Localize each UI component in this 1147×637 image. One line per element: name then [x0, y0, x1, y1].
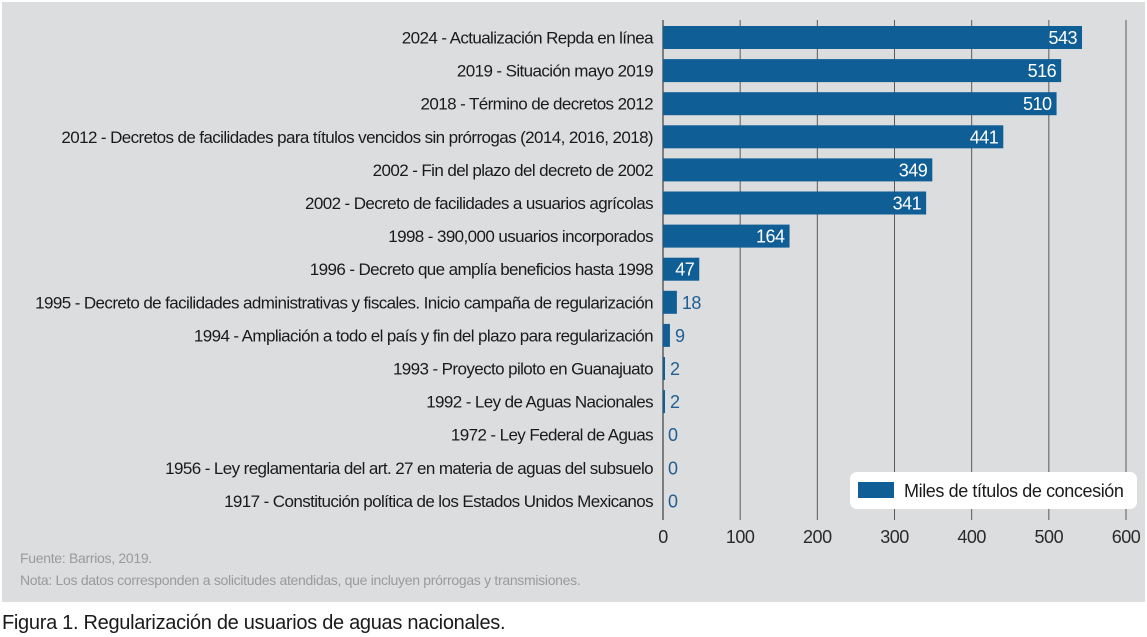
x-tick-label: 100: [726, 527, 755, 547]
category-label: 2018 - Término de decretos 2012: [421, 95, 654, 114]
bars: 543 516 510 441 349 341 164 47 18 9 2 2 0 0 0: [663, 26, 1083, 511]
bar: [663, 191, 927, 215]
category-label: 2012 - Decretos de facilidades para títu…: [61, 128, 653, 147]
bar: [663, 357, 665, 380]
bar-value-label: 0: [668, 458, 678, 478]
category-label: 1993 - Proyecto piloto en Guanajuato: [393, 360, 653, 379]
x-axis-ticks: 0 100 200 300 400 500 600: [658, 527, 1141, 547]
bar-value-label: 2: [670, 392, 680, 412]
x-tick-label: 200: [803, 527, 832, 547]
category-label: 1995 - Decreto de facilidades administra…: [35, 293, 653, 312]
x-tick-label: 300: [880, 527, 909, 547]
bar: [663, 26, 1083, 49]
category-label: 1996 - Decreto que amplía beneficios has…: [310, 260, 653, 279]
bar-value-label: 164: [756, 227, 785, 247]
bar: [663, 290, 677, 314]
bar-value-label: 47: [675, 260, 695, 280]
x-tick-label: 0: [658, 527, 668, 547]
bar-value-label: 0: [668, 491, 678, 511]
legend: Miles de títulos de concesión: [850, 472, 1137, 509]
bar: [663, 257, 700, 281]
bar-value-label: 9: [675, 326, 685, 346]
legend-box: [850, 472, 1137, 509]
bar-value-label: 516: [1028, 61, 1057, 81]
category-label: 2002 - Decreto de facilidades a usuarios…: [305, 194, 653, 213]
data-note: Nota: Los datos corresponden a solicitud…: [20, 572, 581, 588]
category-label: 1972 - Ley Federal de Aguas: [451, 426, 653, 445]
bar-value-label: 349: [899, 160, 928, 180]
bar: [663, 390, 665, 414]
category-label: 2019 - Situación mayo 2019: [457, 62, 653, 81]
bar-value-label: 510: [1023, 94, 1052, 114]
category-label: 1992 - Ley de Aguas Nacionales: [426, 393, 653, 412]
bar: [663, 125, 1004, 149]
category-label: 1998 - 390,000 usuarios incorporados: [388, 227, 653, 246]
bar-value-label: 441: [970, 127, 999, 147]
x-tick-label: 500: [1035, 527, 1064, 547]
category-label: 1917 - Constitución política de los Esta…: [224, 492, 653, 511]
legend-label: Miles de títulos de concesión: [904, 481, 1124, 501]
x-tick-label: 600: [1112, 527, 1141, 547]
source-note: Fuente: Barrios, 2019.: [20, 550, 152, 566]
x-tick-label: 400: [957, 527, 986, 547]
bar-value-label: 2: [670, 359, 680, 379]
category-label: 2002 - Fin del plazo del decreto de 2002: [373, 161, 653, 180]
bar: [663, 158, 933, 182]
bar: [663, 92, 1057, 116]
category-label: 1994 - Ampliación a todo el país y fin d…: [194, 326, 653, 345]
category-label: 2024 - Actualización Repda en línea: [402, 29, 654, 48]
figure-caption: Figura 1. Regularización de usuarios de …: [2, 612, 506, 634]
bar-value-label: 0: [668, 425, 678, 445]
bar: [663, 323, 670, 347]
bar-value-label: 18: [682, 293, 702, 313]
category-label: 1956 - Ley reglamentaria del art. 27 en …: [165, 459, 653, 478]
bar: [663, 224, 790, 248]
bar-value-label: 543: [1048, 28, 1077, 48]
legend-swatch: [858, 482, 894, 498]
category-labels: 2024 - Actualización Repda en línea 2019 …: [35, 29, 655, 511]
bar-value-label: 341: [893, 194, 922, 214]
bar: [663, 59, 1062, 83]
